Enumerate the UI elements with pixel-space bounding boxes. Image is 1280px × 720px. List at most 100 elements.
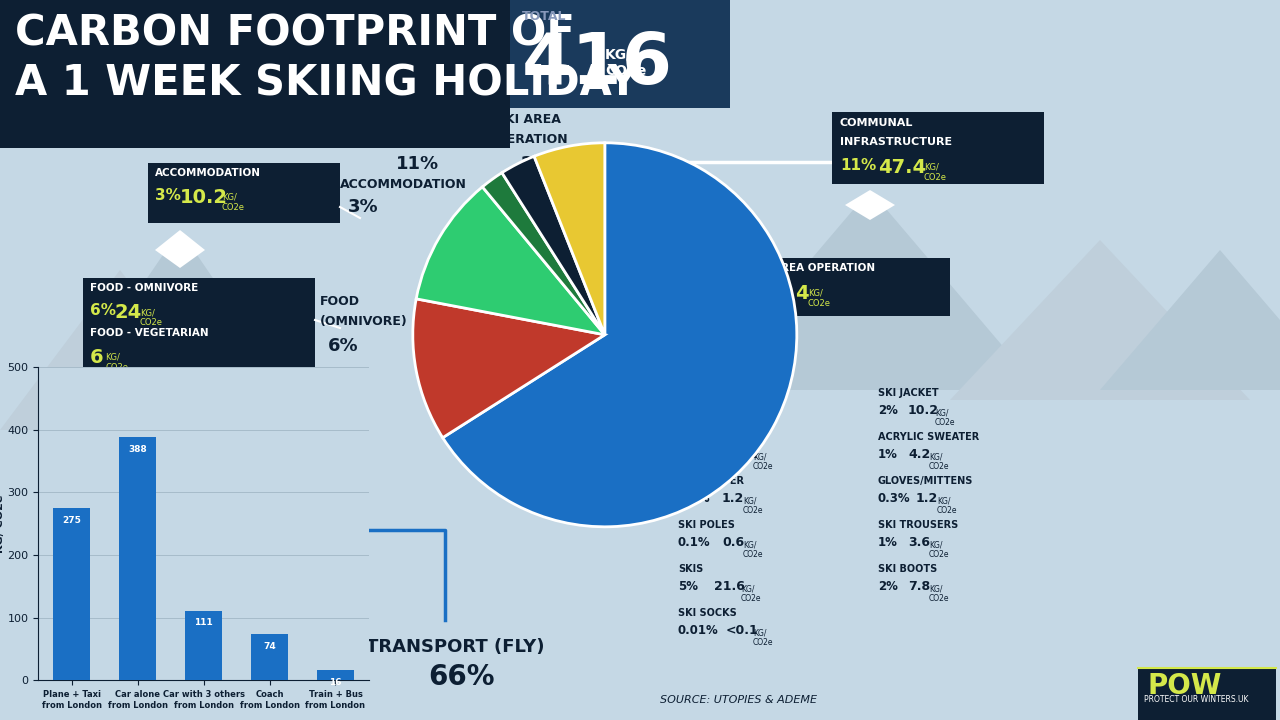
Text: KG/
CO2e: KG/ CO2e: [929, 584, 950, 603]
Text: SKI AREA OPERATION: SKI AREA OPERATION: [750, 263, 876, 273]
Text: 0.1%: 0.1%: [678, 536, 710, 549]
Text: 12%: 12%: [632, 292, 682, 312]
Text: 10.2: 10.2: [908, 404, 940, 417]
Text: 388: 388: [128, 445, 147, 454]
Text: 3%: 3%: [155, 188, 180, 203]
Text: SKI JACKET: SKI JACKET: [878, 388, 938, 398]
Text: 3.6: 3.6: [908, 536, 931, 549]
Text: TOTAL: TOTAL: [522, 10, 567, 23]
Text: ACCOMMODATION: ACCOMMODATION: [340, 178, 467, 191]
Polygon shape: [700, 190, 1039, 390]
Text: KG/
CO2e: KG/ CO2e: [929, 452, 950, 472]
Wedge shape: [443, 143, 796, 527]
Text: EQUIPMENT: EQUIPMENT: [623, 268, 724, 283]
Text: KG/
CO2e: KG/ CO2e: [924, 163, 947, 182]
Bar: [54, 508, 90, 680]
Text: COMMUNAL: COMMUNAL: [369, 113, 452, 126]
Text: KG/
CO2e: KG/ CO2e: [929, 540, 950, 559]
Text: 5%: 5%: [678, 580, 698, 593]
Text: SKIS: SKIS: [678, 564, 703, 574]
Bar: [317, 670, 353, 680]
Text: 11%: 11%: [840, 158, 877, 173]
FancyBboxPatch shape: [0, 0, 509, 148]
Text: SKI HELMET: SKI HELMET: [678, 388, 744, 398]
Text: KG/
CO2e: KG/ CO2e: [742, 408, 763, 428]
Text: 1%: 1%: [878, 536, 897, 549]
FancyBboxPatch shape: [83, 278, 315, 368]
Text: KG/
CO2e: KG/ CO2e: [808, 289, 831, 308]
Text: FOOD: FOOD: [320, 295, 360, 308]
Text: 7.8: 7.8: [908, 580, 931, 593]
Bar: [251, 634, 288, 680]
Text: KG/
CO2e: KG/ CO2e: [937, 496, 957, 516]
Polygon shape: [0, 270, 241, 430]
FancyBboxPatch shape: [148, 163, 340, 223]
Text: COMMUNAL: COMMUNAL: [840, 118, 914, 128]
Text: KG/
CO2e: KG/ CO2e: [742, 540, 763, 559]
Text: 0.3%: 0.3%: [878, 492, 910, 505]
Text: GLOVES/MITTENS: GLOVES/MITTENS: [878, 476, 973, 486]
Text: KG/
CO2e: KG/ CO2e: [741, 584, 762, 603]
Text: KG/
CO2e: KG/ CO2e: [753, 628, 773, 647]
FancyBboxPatch shape: [832, 112, 1044, 184]
Text: A 1 WEEK SKIING HOLIDAY: A 1 WEEK SKIING HOLIDAY: [15, 62, 637, 104]
Text: 8.4: 8.4: [776, 284, 810, 303]
Bar: [186, 611, 221, 680]
Wedge shape: [502, 156, 604, 335]
Text: 16: 16: [329, 678, 342, 687]
Text: 0.6: 0.6: [722, 536, 744, 549]
Polygon shape: [950, 240, 1251, 400]
Text: BASE LAYER: BASE LAYER: [678, 476, 744, 486]
Text: 21.6: 21.6: [714, 580, 745, 593]
Text: 2%: 2%: [878, 404, 897, 417]
Text: 0.01%: 0.01%: [678, 624, 719, 637]
Text: KG/
CO2e: KG/ CO2e: [105, 353, 128, 372]
Text: SKI AREA: SKI AREA: [495, 113, 561, 126]
Text: SKI SOCKS: SKI SOCKS: [678, 608, 737, 618]
Polygon shape: [845, 190, 895, 220]
Text: 10.2: 10.2: [180, 188, 228, 207]
Text: ACCOMMODATION: ACCOMMODATION: [155, 168, 261, 178]
Text: 24: 24: [115, 303, 142, 322]
Polygon shape: [1100, 250, 1280, 390]
Wedge shape: [534, 143, 605, 335]
Text: SKI GOGGLES: SKI GOGGLES: [678, 432, 751, 442]
Text: TRANSPORT (FLY): TRANSPORT (FLY): [366, 638, 544, 656]
Text: SOURCE: UTOPIES & ADEME: SOURCE: UTOPIES & ADEME: [660, 695, 817, 705]
Text: 111: 111: [195, 618, 212, 627]
Text: 4.2: 4.2: [908, 448, 931, 461]
Text: 66%: 66%: [429, 663, 495, 691]
Text: 6%: 6%: [328, 337, 358, 355]
Text: FOOD - VEGETARIAN: FOOD - VEGETARIAN: [90, 328, 209, 338]
Text: KG/
CO2e: KG/ CO2e: [605, 48, 646, 78]
Bar: [119, 437, 156, 680]
Text: ACRYLIC SWEATER: ACRYLIC SWEATER: [878, 432, 979, 442]
Text: KG/
CO2e: KG/ CO2e: [934, 408, 955, 428]
Text: SKI POLES: SKI POLES: [678, 520, 735, 530]
Text: SKI TROUSERS: SKI TROUSERS: [878, 520, 959, 530]
Text: 0.3%: 0.3%: [678, 492, 710, 505]
Text: 74: 74: [264, 642, 276, 651]
Text: 6: 6: [90, 348, 104, 367]
Text: 416: 416: [522, 30, 673, 99]
Wedge shape: [416, 187, 604, 335]
Text: KG/
CO2e: KG/ CO2e: [753, 452, 773, 472]
Text: (OMNIVORE): (OMNIVORE): [320, 315, 408, 328]
Wedge shape: [413, 299, 604, 438]
Text: FOOD - OMNIVORE: FOOD - OMNIVORE: [90, 283, 198, 293]
Text: 2%: 2%: [521, 155, 552, 173]
Text: KG/
CO2e: KG/ CO2e: [140, 308, 163, 328]
Text: 0.01%: 0.01%: [678, 448, 719, 461]
Text: 3%: 3%: [348, 198, 379, 216]
FancyBboxPatch shape: [742, 258, 950, 316]
FancyBboxPatch shape: [1138, 668, 1276, 720]
Text: SKI BOOTS: SKI BOOTS: [878, 564, 937, 574]
Polygon shape: [50, 230, 310, 420]
Text: 1.2: 1.2: [722, 492, 744, 505]
Text: <0.1: <0.1: [726, 448, 759, 461]
Text: 1.2: 1.2: [916, 492, 938, 505]
Text: 47.4: 47.4: [878, 158, 927, 177]
Text: 0.1%: 0.1%: [678, 404, 710, 417]
Y-axis label: KG/ CO2e: KG/ CO2e: [0, 495, 5, 553]
FancyBboxPatch shape: [509, 0, 730, 108]
